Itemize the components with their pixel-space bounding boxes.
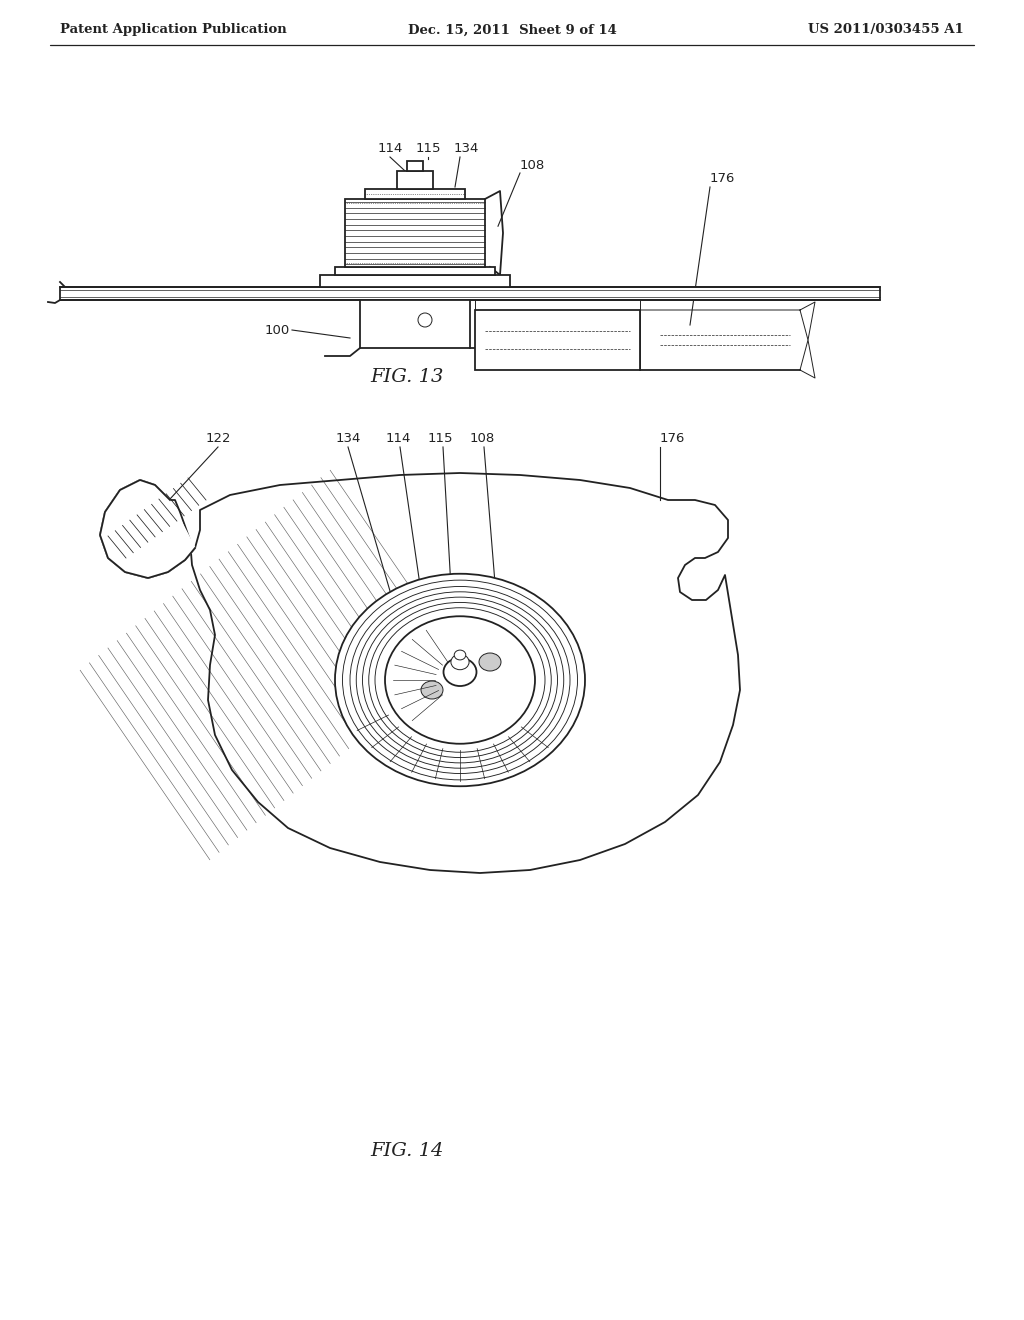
Text: 176: 176 [710,172,735,185]
Text: Patent Application Publication: Patent Application Publication [60,24,287,37]
Ellipse shape [443,657,476,686]
Bar [397,172,433,189]
Ellipse shape [421,681,443,700]
Polygon shape [100,480,195,578]
Text: Dec. 15, 2011  Sheet 9 of 14: Dec. 15, 2011 Sheet 9 of 14 [408,24,616,37]
Text: 115: 115 [427,432,453,445]
Polygon shape [100,473,740,873]
Text: FIG. 14: FIG. 14 [370,1142,443,1160]
Text: 176: 176 [660,432,685,445]
Ellipse shape [455,649,466,660]
Bar [365,189,465,199]
Text: 100: 100 [265,323,290,337]
Bar [407,161,423,172]
Text: 134: 134 [454,143,478,154]
Text: 122: 122 [205,432,230,445]
Ellipse shape [479,653,501,671]
Text: FIG. 13: FIG. 13 [370,368,443,385]
Bar [60,286,880,300]
Text: 108: 108 [520,158,545,172]
Bar [475,310,640,370]
Text: 115: 115 [416,143,440,154]
Ellipse shape [385,616,535,743]
Ellipse shape [451,655,469,669]
Text: 108: 108 [469,432,495,445]
Bar [319,275,510,286]
Text: 114: 114 [377,143,402,154]
Text: 134: 134 [335,432,360,445]
Bar [345,199,485,267]
Bar [360,300,470,348]
Text: US 2011/0303455 A1: US 2011/0303455 A1 [808,24,964,37]
Ellipse shape [335,574,585,787]
Text: 114: 114 [385,432,411,445]
Bar [335,267,495,275]
